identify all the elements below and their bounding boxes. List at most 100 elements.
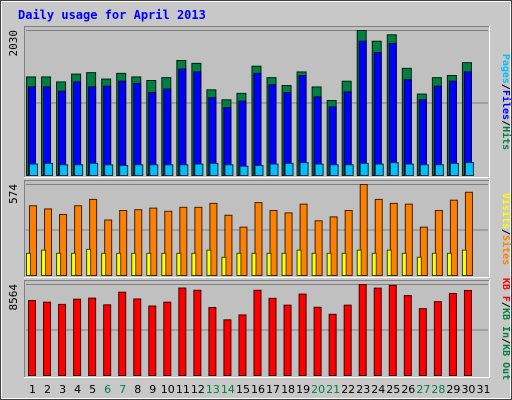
bar-kbytes-day-21 [328,313,337,376]
bar-files-day-11 [178,68,187,176]
bar-kbytes-day-25 [388,284,397,377]
bar-visits-day-15 [236,252,242,276]
bar-files-day-16 [253,72,262,176]
bar-kbytes-day-20 [313,306,322,377]
bar-kbytes-day-2 [43,301,52,376]
bar-pages-day-17 [269,163,279,176]
bar-pages-day-13 [209,162,219,177]
x-tick-label-day-31: 31 [476,383,490,396]
bar-files-day-19 [298,75,307,176]
bar-kbytes-day-22 [343,304,352,377]
bar-kbytes-day-9 [148,305,157,376]
panel-legend: Pages/Files/Hits [500,54,512,150]
series-files [28,40,472,177]
bar-visits-day-20 [311,252,317,276]
legend-entry: / [500,338,511,344]
bar-sites-day-19 [299,203,308,276]
x-tick-label-day-3: 3 [59,383,66,396]
bar-kbytes-day-1 [28,300,36,377]
bar-files-day-9 [148,92,157,176]
legend-entry: Files [500,90,512,120]
bar-pages-day-20 [314,163,324,176]
bar-kbytes-day-3 [58,303,67,377]
bar-pages-day-21 [329,164,339,177]
x-tick-label-day-2: 2 [44,383,51,396]
bar-files-day-29 [448,80,457,176]
bar-kbytes-day-15 [238,314,247,376]
bar-visits-day-11 [176,252,182,276]
x-tick-label-day-18: 18 [281,383,295,396]
legend-entry: KB F [500,278,511,302]
bar-files-day-10 [163,88,172,176]
bar-pages-day-1 [29,163,38,176]
bar-visits-day-6 [101,252,107,276]
panel-visits-sites: 574 Visits/Sites [7,180,512,278]
chart-title: Daily usage for April 2013 [18,8,206,22]
x-tick-label-day-8: 8 [134,383,141,396]
x-tick-label-day-7: 7 [119,383,126,396]
bar-visits-day-24 [371,252,377,276]
x-tick-label-day-1: 1 [29,383,36,396]
bar-visits-day-12 [191,252,197,276]
bar-kbytes-day-17 [268,297,277,376]
legend-entry: KB In [500,308,511,338]
x-tick-label-day-28: 28 [431,383,445,396]
bar-files-day-7 [118,80,127,176]
x-tick-label-day-9: 9 [149,383,156,396]
bar-sites-day-20 [314,220,323,276]
bar-files-day-30 [463,71,472,176]
bar-visits-day-1 [26,252,31,276]
bar-sites-day-16 [254,202,263,276]
bar-pages-day-16 [254,165,264,176]
bar-files-day-8 [133,82,142,176]
bar-files-day-17 [268,84,277,176]
bar-kbytes-day-30 [463,289,472,376]
bar-files-day-24 [373,52,382,176]
bar-kbytes-day-11 [178,287,187,376]
bar-visits-day-8 [131,252,137,276]
x-tick-label-day-21: 21 [326,383,340,396]
bar-sites-day-9 [149,207,158,276]
bar-pages-day-15 [239,165,249,176]
y-axis-max-label: 574 [7,184,20,204]
bar-files-day-3 [58,90,67,176]
x-tick-label-day-6: 6 [104,383,111,396]
bar-visits-day-17 [266,252,272,276]
bar-pages-day-8 [134,164,144,177]
bar-files-day-28 [433,85,442,176]
x-axis-day-labels: 1 2 3 4 5 6 7 8 9 10 11 12 13 14 15 16 17 18 19 20 21 22 23 24 2… [29,383,490,396]
bar-sites-day-24 [374,198,383,276]
bar-visits-day-14 [221,256,227,276]
x-tick-label-day-11: 11 [176,383,190,396]
bar-visits-day-29 [446,252,452,276]
bar-sites-day-23 [359,184,368,276]
bar-kbytes-day-24 [373,287,382,376]
bar-pages-day-26 [404,163,414,176]
bar-sites-day-8 [134,209,143,277]
bar-kbytes-day-27 [418,308,427,376]
bar-visits-day-9 [146,252,152,276]
bar-sites-day-28 [434,210,443,276]
bar-visits-day-25 [386,249,392,276]
bar-sites-day-27 [419,226,428,277]
legend-entry: / [500,229,511,235]
legend-entry: Visits [500,193,512,229]
bar-pages-day-7 [119,165,129,176]
bar-pages-day-24 [374,163,384,176]
bar-visits-day-2 [41,249,47,276]
bar-pages-day-23 [359,162,369,177]
x-tick-label-day-12: 12 [191,383,205,396]
bar-pages-day-6 [104,164,114,177]
bar-kbytes-day-4 [73,298,82,376]
bar-pages-day-12 [194,163,204,176]
x-tick-label-day-16: 16 [251,383,265,396]
bar-visits-day-16 [251,252,257,276]
bar-visits-day-23 [356,249,362,276]
bar-pages-day-30 [464,162,474,176]
bar-visits-day-3 [56,252,62,276]
x-tick-label-day-13: 13 [206,383,220,396]
bar-pages-day-10 [164,164,174,177]
bar-files-day-15 [238,100,247,176]
